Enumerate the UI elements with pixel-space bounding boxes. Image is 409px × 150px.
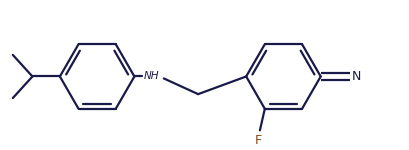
Text: NH: NH — [144, 70, 160, 81]
Text: F: F — [254, 134, 261, 147]
Text: N: N — [351, 70, 361, 83]
